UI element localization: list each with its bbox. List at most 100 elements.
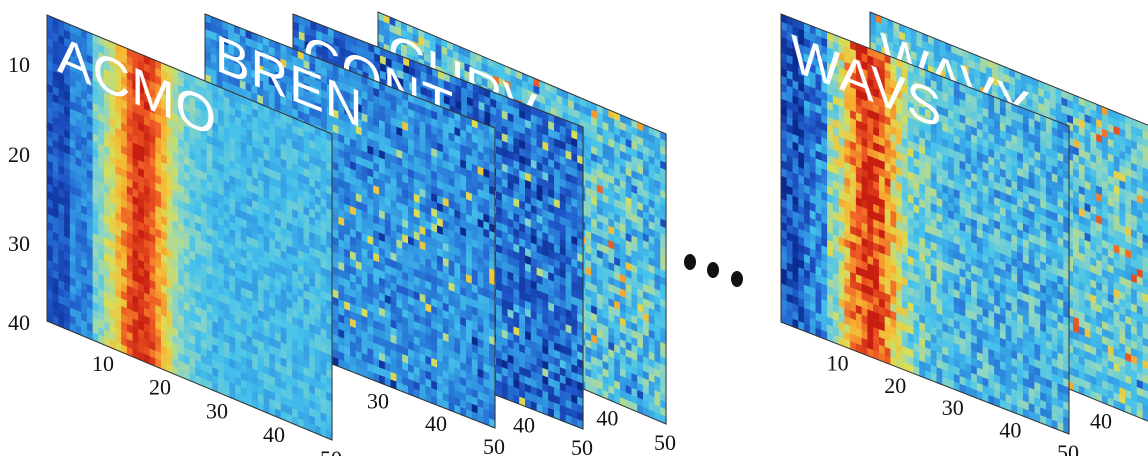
heatmap-cell [1107,241,1115,253]
heatmap-cell [1090,153,1097,164]
heatmap-cell [1136,142,1144,154]
heatmap-cell [1113,296,1120,307]
heatmap-cell [1055,102,1062,113]
heatmap-cell [1125,234,1132,245]
heatmap-cell [1078,296,1086,308]
heatmap-cell [1125,249,1132,260]
heatmap-cell [1125,138,1132,149]
heatmap-cell [1142,196,1148,207]
heatmap-cell [1038,87,1045,99]
heatmap-cell [1055,94,1062,106]
heatmap-cell [1078,178,1086,189]
heatmap-cell [1078,237,1086,248]
heatmap-cell [1073,287,1080,298]
heatmap-cell [1125,197,1132,208]
heatmap-cell [1107,234,1115,245]
heatmap-cell [1119,268,1126,280]
heatmap-cell [1107,212,1115,223]
heatmap-cell [1131,318,1138,329]
heatmap-cell [1084,291,1091,303]
heatmap-cell [1038,102,1045,113]
heatmap-cell [1084,99,1091,110]
heatmap-cell [1073,279,1080,290]
heatmap-cell [957,47,964,58]
heatmap-cell [1090,264,1097,275]
heatmap-cell [1142,167,1148,178]
heatmap-cell [1073,190,1080,202]
heatmap-cell [1142,204,1148,215]
heatmap-cell [1102,313,1109,324]
heatmap-cell [899,38,906,49]
heatmap-cell [1078,230,1086,241]
heatmap-cell [1096,222,1103,233]
heatmap-cell [1119,283,1126,295]
heatmap-cell [1078,193,1086,204]
heatmap-cell [1055,109,1062,121]
heatmap-cell [1015,85,1022,97]
heatmap-cell [1131,310,1138,321]
heatmap-cell [1136,127,1144,139]
heatmap-cell [1142,233,1148,244]
heatmap-cell [928,50,935,61]
heatmap-cell [1084,173,1091,184]
heatmap-cell [1113,325,1120,337]
heatmap-cell [1107,190,1115,201]
heatmap-cell [1113,185,1120,196]
heatmap-cell [1073,220,1080,231]
heatmap-cell [1084,188,1091,199]
heatmap-cell [1102,232,1109,243]
heatmap-cell [1107,197,1115,208]
heatmap-cell [887,19,894,30]
heatmap-cell [887,26,894,37]
heatmap-cell [928,43,935,54]
heatmap-cell [1073,309,1080,320]
heatmap-cell [1142,159,1148,170]
heatmap-cell [1102,276,1109,287]
heatmap-cell [1136,164,1144,176]
heatmap-cell [1078,156,1086,167]
heatmap-cell [1078,274,1086,285]
heatmap-cell [1044,82,1051,94]
heatmap-cell [1107,271,1115,282]
heatmap-cell [962,71,970,83]
heatmap-cell [1049,107,1057,118]
heatmap-cell [1131,325,1138,336]
heatmap-cell [1096,170,1103,181]
heatmap-cell [1096,266,1103,278]
heatmap-cell [1131,236,1138,247]
heatmap-cell [916,30,923,42]
heatmap-cell [1073,242,1080,253]
heatmap-cell [986,59,993,70]
heatmap-cell [1096,252,1103,263]
heatmap-cell [1090,146,1097,157]
heatmap-cell [1142,322,1148,333]
heatmap-cell [1096,318,1103,329]
heatmap-cell [1113,177,1120,189]
heatmap-cell [1107,145,1115,157]
heatmap-cell [1119,165,1126,176]
heatmap-cell [1003,81,1010,92]
heatmap-cell [1113,199,1120,211]
heatmap-cell [1096,326,1103,337]
heatmap-cell [881,31,888,42]
heatmap-cell [1113,266,1120,277]
heatmap-cell [1142,226,1148,237]
heatmap-cell [1102,150,1109,162]
heatmap-cell [1107,160,1115,171]
heatmap-cell [1136,201,1144,213]
heatmap-cell [1102,202,1109,213]
heatmap-cell [1096,274,1103,285]
heatmap-cell [1113,251,1120,263]
heatmap-cell [1119,291,1126,302]
heatmap-cell [1073,198,1080,209]
heatmap-cell [1090,294,1097,305]
heatmap-cell [1078,222,1086,234]
heatmap-cell [1003,88,1010,99]
heatmap-cell [1073,264,1080,276]
heatmap-cell [1125,152,1132,164]
heatmap-cell [1136,327,1144,339]
heatmap-cell [1125,293,1132,304]
heatmap-cell [1107,123,1115,134]
heatmap-cell [1107,116,1115,127]
heatmap-cell [1131,199,1138,210]
